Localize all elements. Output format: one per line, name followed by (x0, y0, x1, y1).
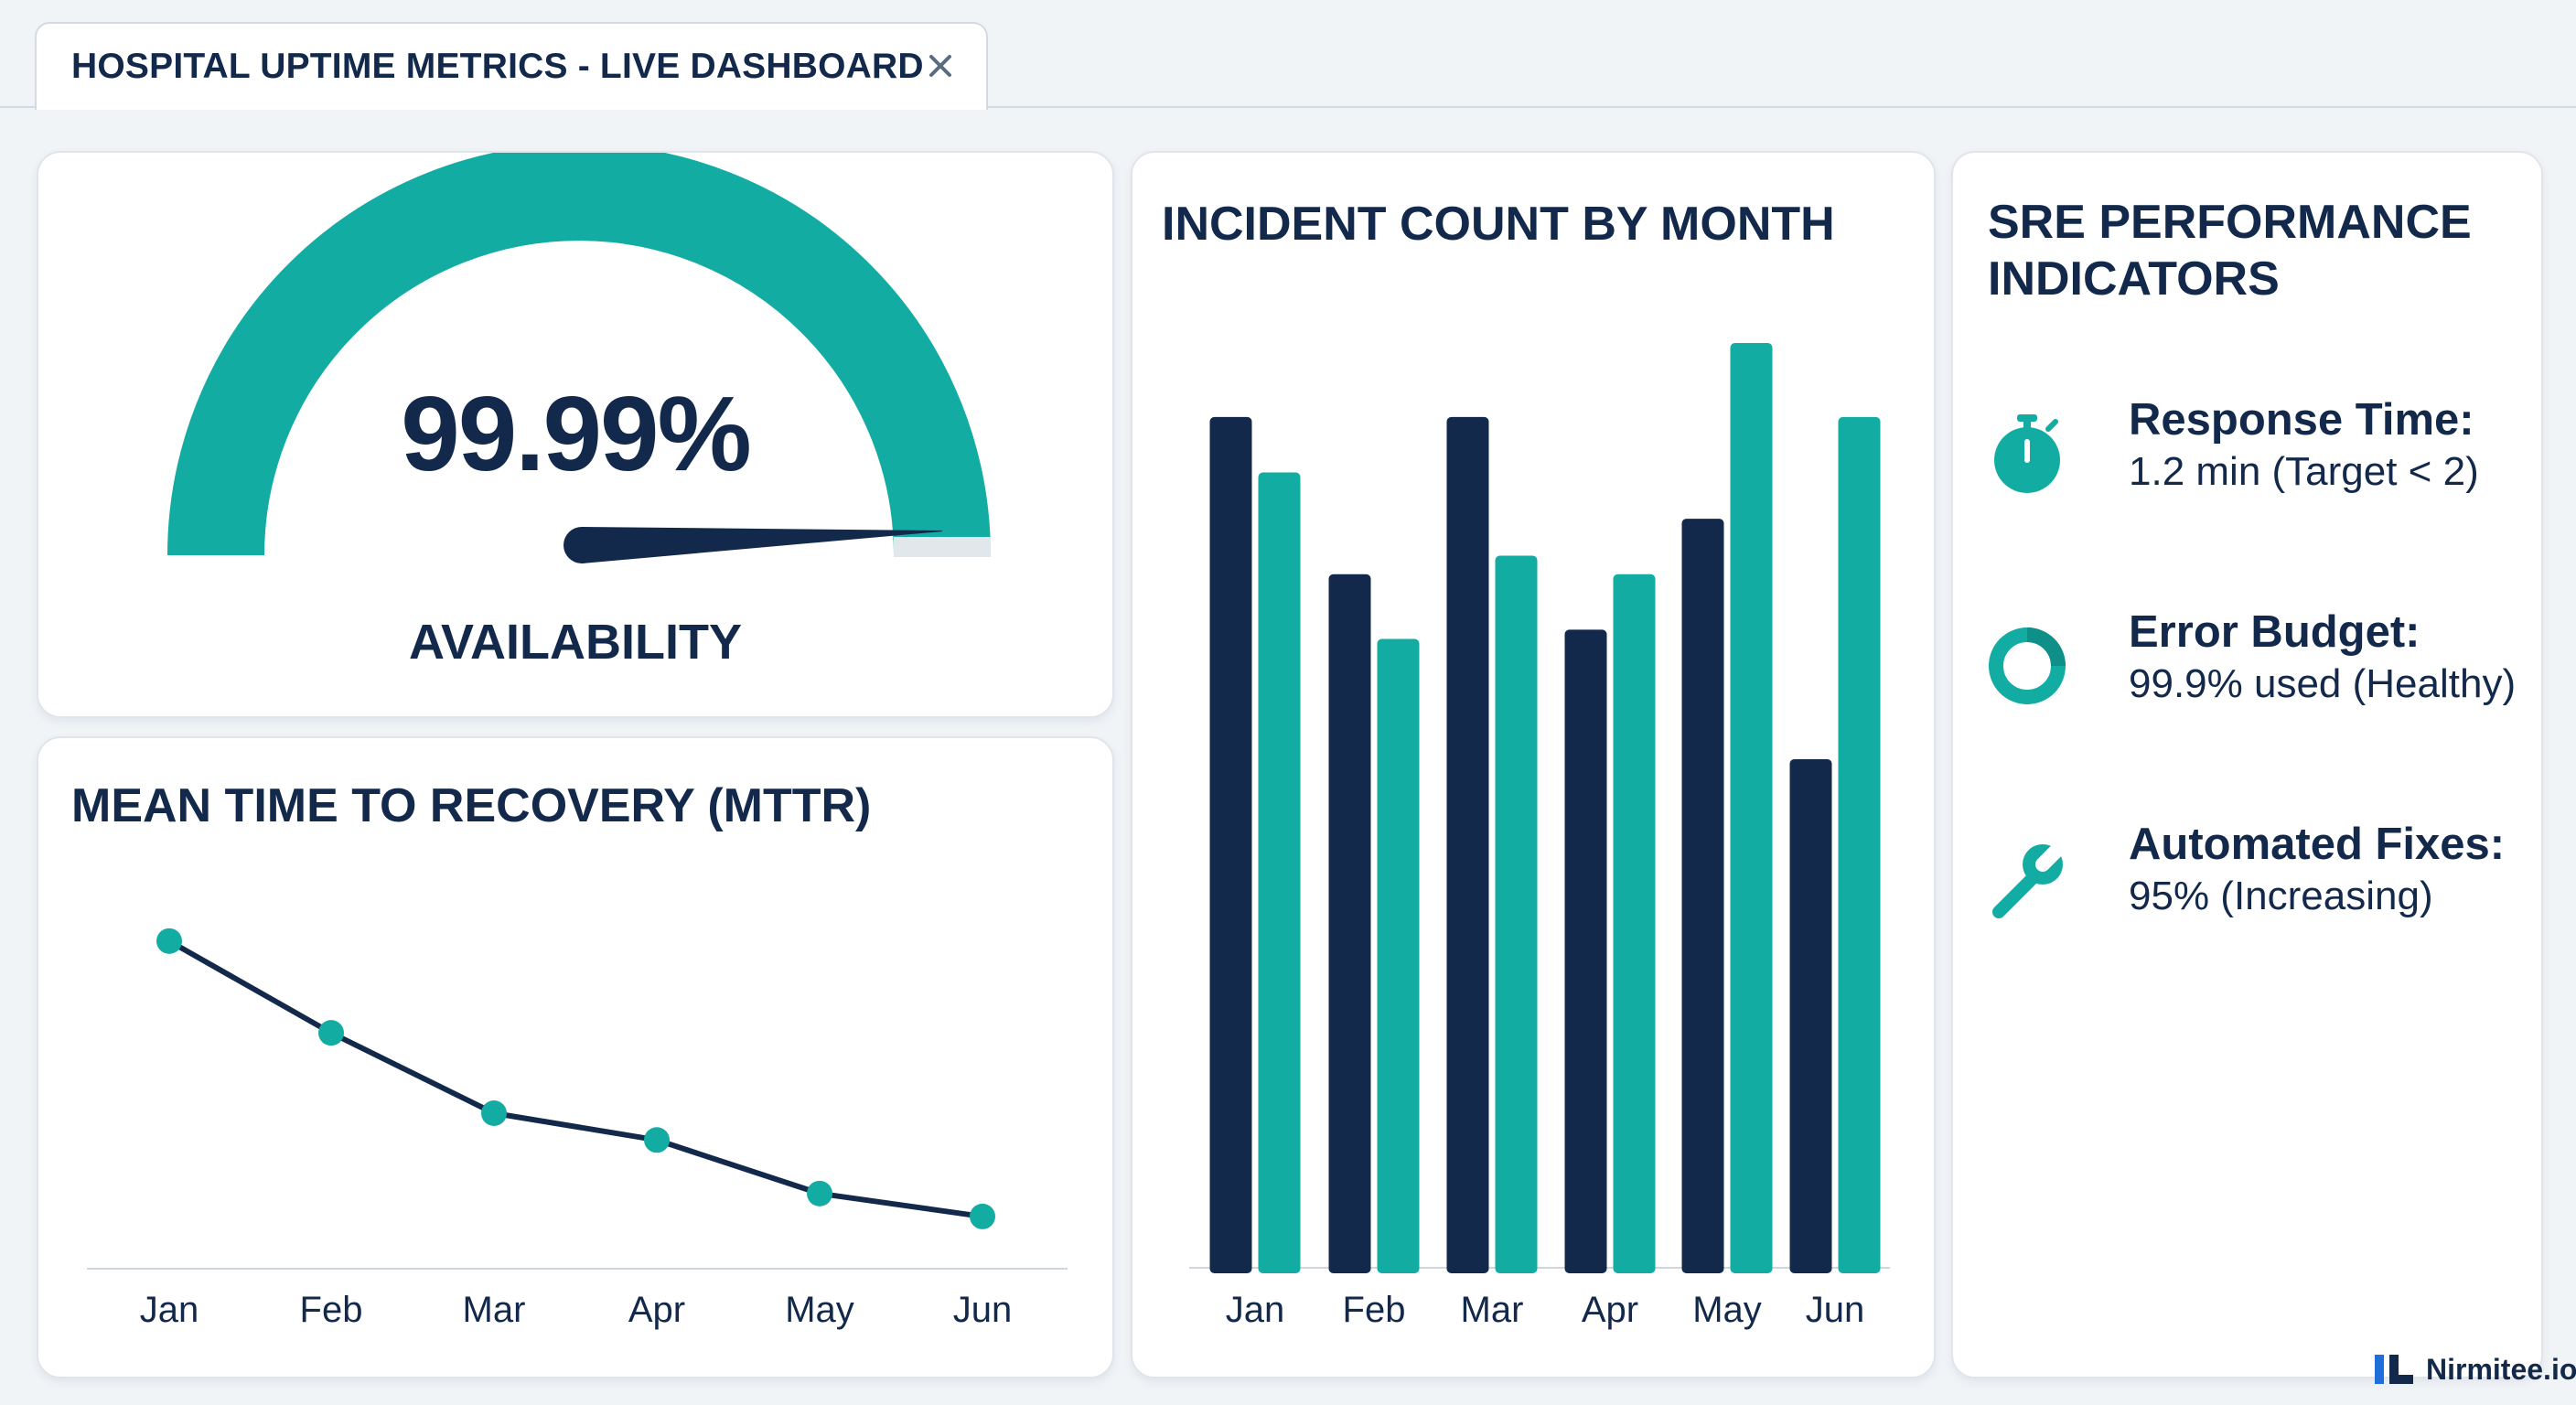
incident-bar-may-series1 (1681, 519, 1724, 1273)
incident-x-tick-mar: Mar (1461, 1290, 1524, 1330)
incident-bar-feb-series2 (1377, 638, 1420, 1273)
tab-bar: HOSPITAL UPTIME METRICS - LIVE DASHBOARD (0, 0, 2576, 110)
mttr-point-mar (481, 1100, 507, 1126)
brand-name: Nirmitee.io (2426, 1352, 2576, 1386)
sre-title-line1: SRE PERFORMANCE (1988, 196, 2472, 249)
incident-bar-jun-series1 (1789, 758, 1832, 1273)
mttr-x-tick-apr: Apr (628, 1290, 685, 1330)
incident-bar-jun-series2 (1838, 416, 1881, 1273)
automated-fixes-label: Automated Fixes: (2129, 820, 2506, 869)
brand-mark-icon (2375, 1355, 2413, 1384)
mttr-card: MEAN TIME TO RECOVERY (MTTR) Jan Feb Mar Ap… (37, 736, 1114, 1378)
incident-x-tick-jun: Jun (1806, 1290, 1865, 1330)
incident-bar-apr-series1 (1564, 629, 1607, 1273)
mttr-line-chart: Jan Feb Mar Apr May Jun (87, 928, 1068, 1330)
incident-bar-may-series2 (1730, 343, 1773, 1273)
availability-label: AVAILABILITY (409, 615, 742, 670)
mttr-x-tick-jun: Jun (953, 1290, 1013, 1330)
brand-logo: Nirmitee.io (2373, 1348, 2576, 1390)
wrench-icon (1992, 837, 2068, 918)
incident-x-tick-jan: Jan (1226, 1290, 1285, 1330)
automated-fixes-value: 95% (Increasing) (2129, 874, 2433, 918)
mttr-x-tick-feb: Feb (300, 1290, 363, 1330)
mttr-point-may (807, 1180, 832, 1207)
kpi-automated-fixes: Automated Fixes: 95% (Increasing) (1986, 819, 2535, 938)
mttr-title: MEAN TIME TO RECOVERY (MTTR) (71, 779, 872, 832)
incident-card: INCIDENT COUNT BY MONTH Jan Feb Mar Apr May J… (1131, 151, 1936, 1378)
incident-bar-jan-series2 (1258, 472, 1301, 1273)
incident-x-tick-apr: Apr (1582, 1290, 1638, 1330)
stopwatch-icon (1994, 414, 2060, 493)
incident-title: INCIDENT COUNT BY MONTH (1162, 198, 1835, 251)
tab-dashboard[interactable]: HOSPITAL UPTIME METRICS - LIVE DASHBOARD (35, 22, 988, 110)
response-time-value: 1.2 min (Target < 2) (2129, 449, 2479, 494)
mttr-series-line (167, 938, 983, 1219)
mttr-x-tick-jan: Jan (140, 1290, 199, 1330)
availability-gauge (167, 153, 991, 563)
incident-bar-chart: Jan Feb Mar Apr May Jun (1189, 343, 1890, 1330)
kpi-error-budget: Error Budget: 99.9% used (Healthy) (1986, 606, 2535, 725)
mttr-x-tick-may: May (785, 1290, 854, 1330)
availability-value: 99.99% (401, 374, 751, 493)
error-budget-label: Error Budget: (2129, 607, 2420, 657)
incident-bar-mar-series1 (1446, 416, 1489, 1273)
kpi-response-time: Response Time: 1.2 min (Target < 2) (1986, 394, 2535, 513)
incident-x-tick-feb: Feb (1343, 1290, 1406, 1330)
incident-bar-mar-series2 (1495, 555, 1538, 1273)
incident-x-tick-may: May (1692, 1290, 1762, 1330)
mttr-point-jan (156, 928, 182, 954)
error-budget-value: 99.9% used (Healthy) (2129, 661, 2517, 706)
tab-title: HOSPITAL UPTIME METRICS - LIVE DASHBOARD (71, 47, 924, 86)
availability-card: 99.99% AVAILABILITY (37, 151, 1114, 718)
mttr-x-tick-mar: Mar (463, 1290, 526, 1330)
incident-bar-jan-series1 (1209, 416, 1252, 1273)
mttr-point-jun (970, 1203, 995, 1229)
incident-bar-feb-series1 (1328, 574, 1371, 1273)
incident-bar-apr-series2 (1613, 574, 1656, 1273)
donut-ring-icon (1989, 627, 2066, 704)
close-icon[interactable] (922, 48, 959, 84)
sre-card: SRE PERFORMANCE INDICATORS Response Time… (1951, 151, 2543, 1378)
mttr-point-apr (644, 1127, 670, 1153)
mttr-point-feb (318, 1020, 344, 1046)
sre-title-line2: INDICATORS (1988, 252, 2280, 306)
response-time-label: Response Time: (2129, 395, 2474, 445)
